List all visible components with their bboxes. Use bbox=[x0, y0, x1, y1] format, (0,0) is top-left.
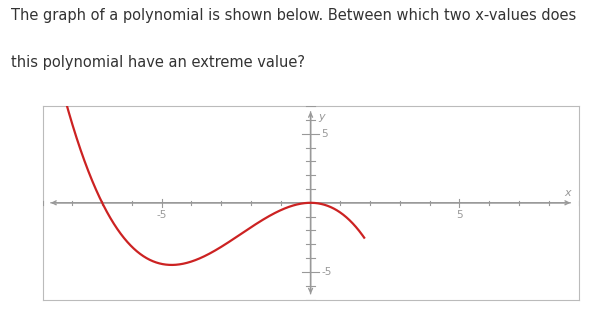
Text: this polynomial have an extreme value?: this polynomial have an extreme value? bbox=[11, 55, 305, 70]
Text: 5: 5 bbox=[456, 210, 463, 220]
Text: -5: -5 bbox=[157, 210, 167, 220]
Text: y: y bbox=[318, 112, 325, 122]
Text: x: x bbox=[565, 188, 571, 198]
Text: 5: 5 bbox=[321, 129, 328, 139]
Text: The graph of a polynomial is shown below. Between which two x-values does: The graph of a polynomial is shown below… bbox=[11, 8, 576, 23]
Text: -5: -5 bbox=[321, 267, 331, 277]
